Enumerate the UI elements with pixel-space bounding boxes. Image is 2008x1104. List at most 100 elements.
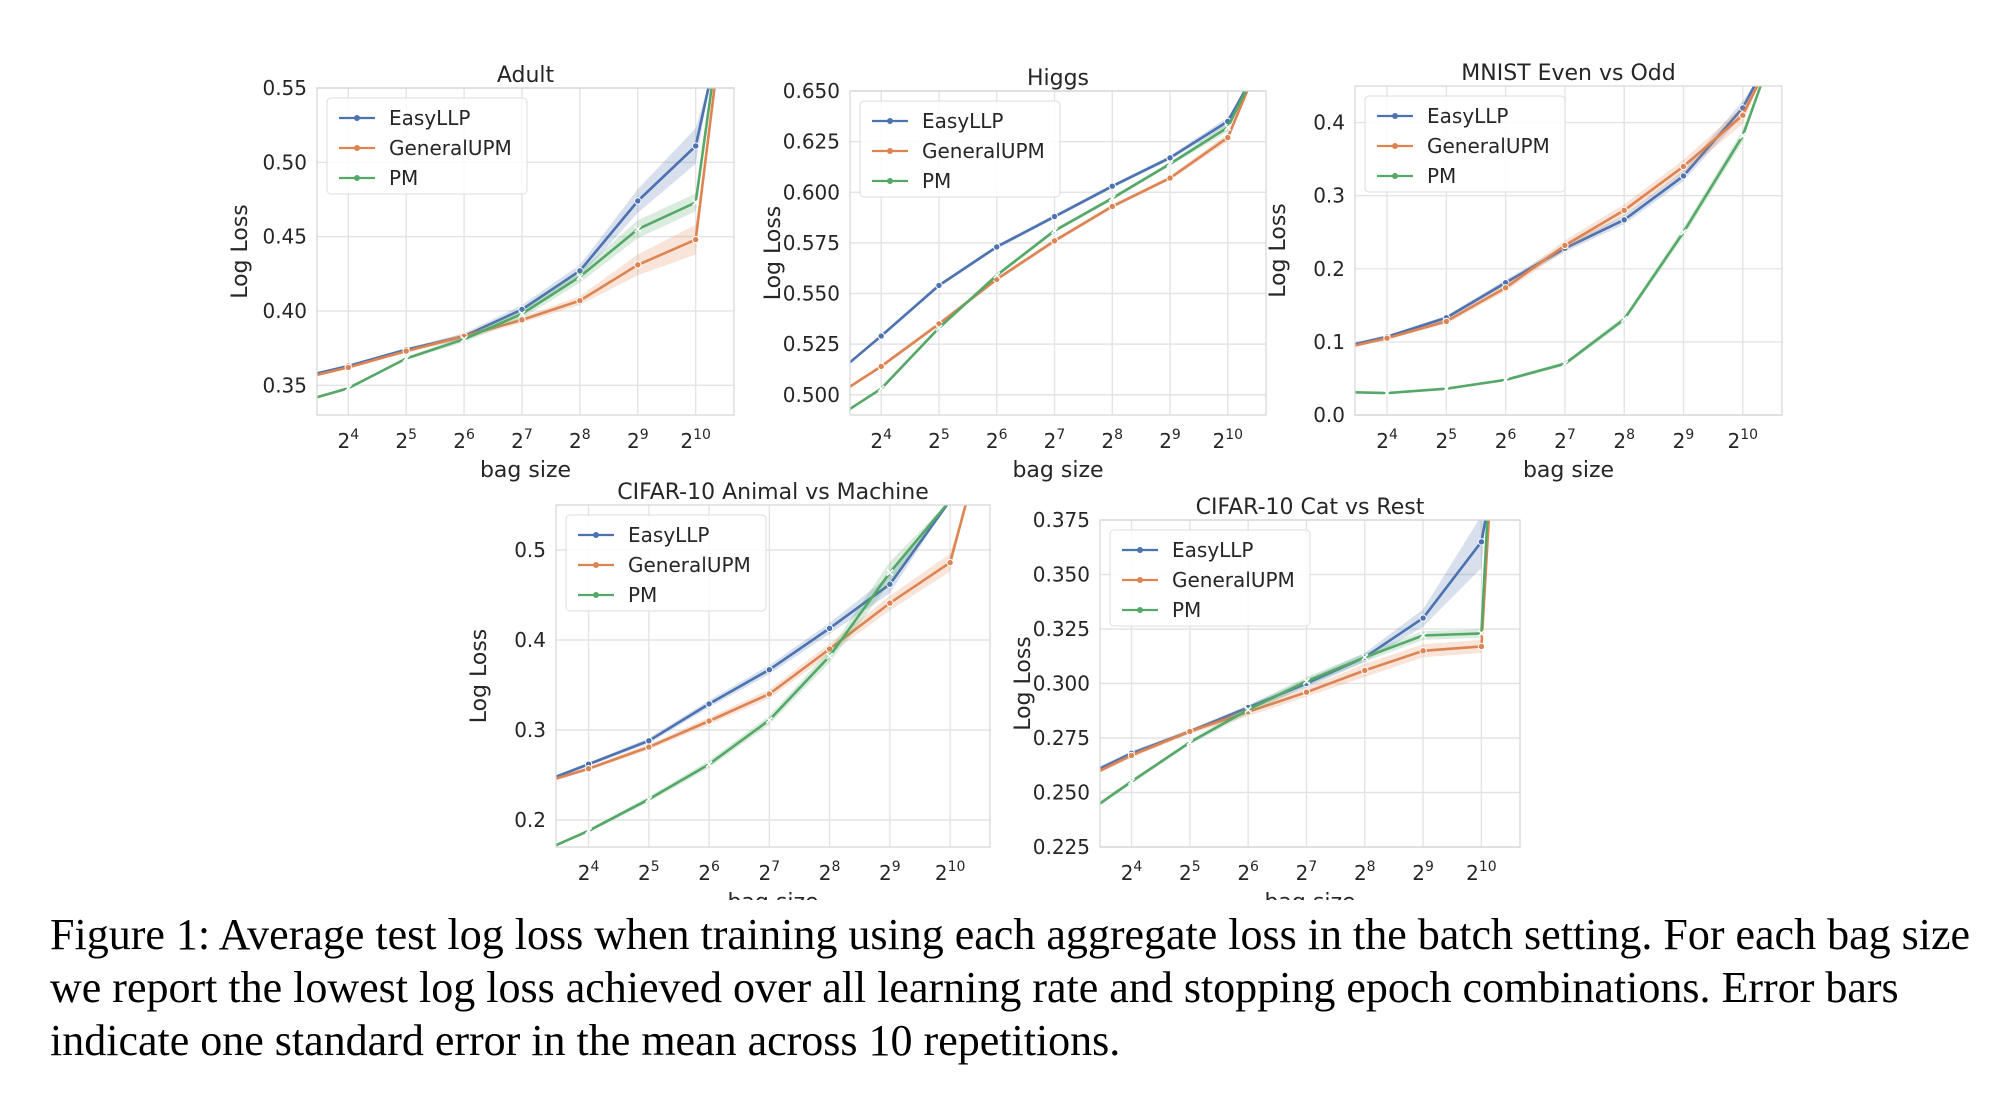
data-point-easyllp <box>1679 172 1688 180</box>
legend-label-pm: PM <box>628 583 657 607</box>
chart-title: Higgs <box>1027 66 1089 91</box>
x-tick-label: 28 <box>1613 427 1635 453</box>
data-point-pm <box>518 310 526 318</box>
chart-panel-mnist-even-vs-odd: 0.0 0.1 0.2 0.3 0.4 24 25 26 27 28 29 210 MNIST Even… <box>1266 61 1783 483</box>
x-tick-label: 27 <box>1296 859 1318 885</box>
x-tick-label: 26 <box>453 427 475 453</box>
data-point-easyllp <box>877 332 885 340</box>
data-point-pm <box>886 568 894 577</box>
data-point-pm <box>1186 738 1194 746</box>
y-tick-label: 0.50 <box>262 150 307 174</box>
legend-label-generalupm: GeneralUPM <box>1427 134 1550 158</box>
plot-area <box>1100 520 1491 806</box>
legend-marker-easyllp <box>593 532 599 538</box>
y-tick-label: 0.575 <box>783 231 840 255</box>
legend: EasyLLP GeneralUPM PM <box>565 514 767 612</box>
x-tick-label: 25 <box>395 427 417 453</box>
legend-label-easyllp: EasyLLP <box>922 109 1004 133</box>
x-tick-label: 26 <box>1495 427 1517 453</box>
chart-title: CIFAR-10 Cat vs Rest <box>1196 495 1425 520</box>
x-tick-label: 25 <box>928 427 950 453</box>
error-band-generalupm <box>317 88 715 377</box>
y-tick-label: 0.1 <box>1313 330 1345 354</box>
x-tick-label: 27 <box>1554 427 1576 453</box>
y-tick-label: 0.5 <box>514 538 546 562</box>
x-tick-label: 29 <box>879 859 901 885</box>
data-point-pm <box>576 273 584 281</box>
data-point-pm <box>1302 677 1311 685</box>
x-tick-label: 25 <box>1179 859 1201 885</box>
legend-box <box>326 97 528 195</box>
x-tick-label: 27 <box>759 859 781 885</box>
data-point-pm <box>1383 389 1391 397</box>
x-tick-label: 24 <box>1376 427 1398 453</box>
data-point-generalupm <box>518 316 526 324</box>
data-point-easyllp <box>765 666 774 674</box>
data-point-generalupm <box>1561 241 1569 250</box>
x-tick-label: 26 <box>698 859 720 885</box>
plot-frame <box>555 504 991 848</box>
data-point-generalupm <box>634 261 642 269</box>
data-point-generalupm <box>691 235 700 244</box>
legend-label-generalupm: GeneralUPM <box>922 139 1045 163</box>
data-point-easyllp <box>947 497 953 503</box>
x-tick-label: 24 <box>1121 859 1143 885</box>
data-point-generalupm <box>1739 111 1747 119</box>
legend: EasyLLP GeneralUPM PM <box>859 100 1061 198</box>
data-point-pm <box>705 760 713 768</box>
legend-marker-pm <box>354 175 360 181</box>
data-point-generalupm <box>1302 688 1311 696</box>
data-point-generalupm <box>1383 334 1391 342</box>
chart-panel-adult: 0.35 0.40 0.45 0.50 0.55 24 25 26 27 28 29 210 Adult… <box>228 63 735 483</box>
legend-label-easyllp: EasyLLP <box>389 106 471 130</box>
y-tick-label: 0.4 <box>514 628 546 652</box>
data-point-easyllp <box>825 624 834 632</box>
data-point-pm <box>1502 376 1510 384</box>
x-tick-label: 25 <box>638 859 660 885</box>
data-point-pm <box>692 198 700 207</box>
legend-label-easyllp: EasyLLP <box>628 523 710 547</box>
data-point-pm <box>935 324 943 332</box>
legend-box <box>1364 95 1566 193</box>
chart-title: CIFAR-10 Animal vs Machine <box>617 480 929 505</box>
y-tick-label: 0.375 <box>1033 508 1090 532</box>
y-axis-label: Log Loss <box>761 206 786 301</box>
data-point-pm <box>1620 315 1628 323</box>
legend-marker-pm <box>1137 607 1143 613</box>
data-point-pm <box>1108 194 1116 202</box>
x-tick-label: 28 <box>1101 427 1123 453</box>
data-point-generalupm <box>705 717 713 725</box>
y-tick-label: 0.3 <box>1313 184 1345 208</box>
x-tick-label: 210 <box>1466 859 1497 885</box>
data-point-easyllp <box>1419 614 1427 622</box>
y-tick-label: 0.275 <box>1033 726 1090 750</box>
data-point-pm <box>993 271 1001 279</box>
x-tick-label: 27 <box>511 427 533 453</box>
data-point-generalupm <box>1361 666 1369 675</box>
x-axis-label: bag size <box>1264 890 1355 900</box>
legend-marker-easyllp <box>354 115 360 121</box>
data-point-easyllp <box>1620 216 1628 224</box>
y-tick-label: 0.500 <box>783 383 840 407</box>
legend: EasyLLP GeneralUPM PM <box>1109 529 1311 627</box>
x-tick-label: 29 <box>1673 427 1695 453</box>
legend-box <box>859 100 1061 198</box>
x-tick-label: 28 <box>819 859 841 885</box>
data-point-generalupm <box>1108 202 1116 211</box>
y-tick-label: 0.55 <box>262 76 307 100</box>
data-point-pm <box>1244 706 1252 714</box>
y-tick-label: 0.650 <box>783 79 840 103</box>
data-point-generalupm <box>765 690 774 698</box>
data-point-pm <box>402 354 410 363</box>
x-tick-label: 27 <box>1044 427 1066 453</box>
plot-frame <box>1099 519 1521 848</box>
y-tick-label: 0.550 <box>783 282 840 306</box>
legend: EasyLLP GeneralUPM PM <box>1364 95 1566 193</box>
legend-marker-pm <box>593 592 599 598</box>
data-point-easyllp <box>1477 538 1486 546</box>
x-axis-label: bag size <box>480 458 571 483</box>
y-tick-label: 0.525 <box>783 332 840 356</box>
x-tick-label: 28 <box>1354 859 1376 885</box>
series-line-easyllp <box>556 505 949 779</box>
plot-area <box>317 88 716 399</box>
